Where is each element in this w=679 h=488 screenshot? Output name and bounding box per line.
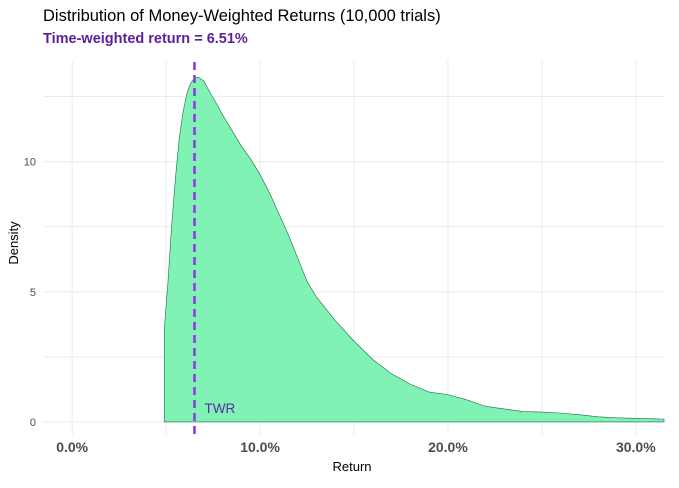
y-tick-label: 0 (30, 417, 36, 429)
x-tick-label: 0.0% (56, 439, 88, 455)
x-tick-label: 30.0% (616, 439, 656, 455)
y-axis-ticks: 0 5 10 (24, 157, 36, 429)
chart-subtitle: Time-weighted return = 6.51% (43, 31, 248, 47)
twr-annotation-label: TWR (204, 401, 235, 416)
y-tick-label: 10 (24, 157, 36, 169)
x-tick-label: 10.0% (240, 439, 280, 455)
y-axis-label: Density (6, 221, 21, 265)
chart-title: Distribution of Money-Weighted Returns (… (43, 7, 441, 25)
density-area (163, 76, 665, 423)
x-axis-label: Return (332, 459, 371, 474)
y-tick-label: 5 (30, 287, 36, 299)
x-axis-ticks: 0.0% 10.0% 20.0% 30.0% (56, 439, 656, 455)
x-tick-label: 20.0% (428, 439, 468, 455)
